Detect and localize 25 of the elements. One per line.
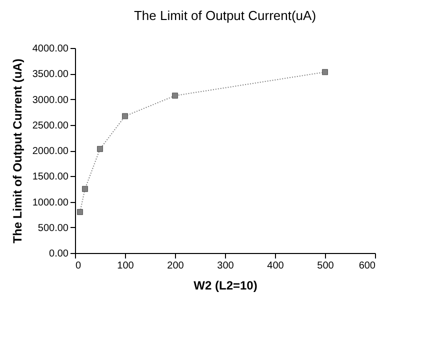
y-tick-label: 0.00	[49, 248, 69, 260]
x-tick-label: 100	[117, 260, 134, 272]
x-tick-label: 600	[358, 260, 376, 272]
y-tick-label: 1000.00	[32, 197, 69, 208]
x-tick-label: 200	[167, 260, 184, 272]
x-tick-label: 500	[317, 260, 334, 272]
y-tick-label: 2000.00	[32, 146, 69, 157]
chart-title: The Limit of Output Current(uA)	[134, 8, 316, 23]
x-tick-label: 400	[267, 260, 284, 272]
x-tick-label: 300	[217, 260, 234, 272]
y-tick-label: 3500.00	[32, 69, 69, 80]
y-axis-title: The Limit of Output Current (uA)	[10, 58, 24, 244]
y-tick-label: 2500.00	[32, 120, 69, 132]
y-tick-label: 500.00	[38, 222, 69, 234]
point	[77, 209, 83, 215]
y-tick-label: 3000.00	[32, 94, 69, 106]
point	[97, 146, 103, 152]
point	[82, 186, 88, 192]
point	[322, 69, 328, 76]
y-tick-label: 4000.00	[32, 44, 69, 54]
point	[172, 92, 178, 99]
x-axis-title: W2 (L2=10)	[194, 278, 258, 292]
point	[122, 113, 128, 120]
x-tick-label: 0	[76, 260, 82, 272]
y-tick-label: 1500.00	[32, 172, 69, 183]
